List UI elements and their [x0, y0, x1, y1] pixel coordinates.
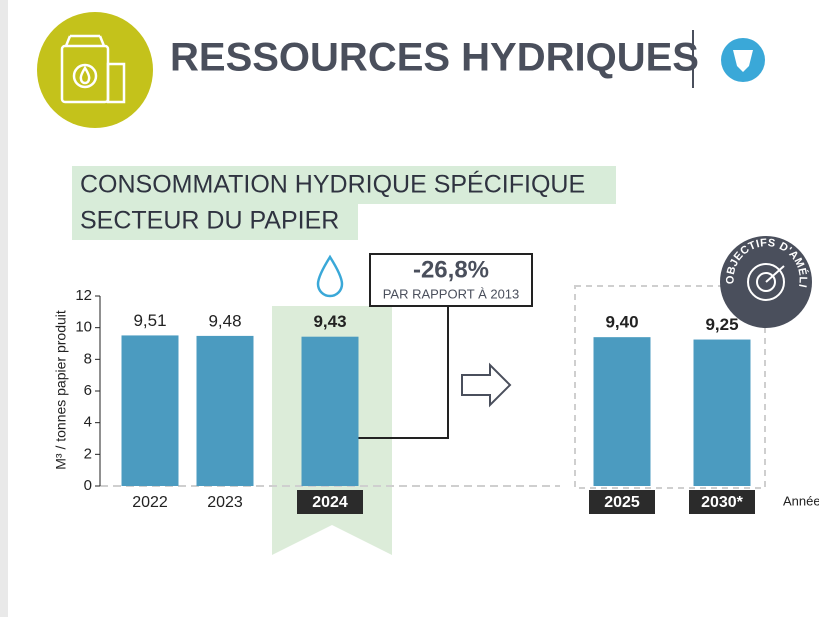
y-tick-label: 2: [84, 445, 92, 462]
x-tick-label: 2023: [207, 494, 243, 511]
subtitle: CONSOMMATION HYDRIQUE SPÉCIFIQUE: [80, 170, 585, 199]
bar: [196, 335, 254, 486]
x-axis-label: Année: [783, 493, 819, 508]
x-label-box: [689, 490, 755, 514]
annotation-value: -26,8%: [413, 256, 489, 283]
target-box: [574, 285, 766, 489]
x-tick-label: 2030*: [701, 494, 744, 511]
left-edge: [0, 0, 8, 617]
arrow: [461, 362, 512, 408]
value-label: 9,51: [133, 311, 166, 330]
bar: [301, 336, 359, 486]
y-tick-label: 8: [84, 350, 92, 367]
value-label: 9,25: [705, 315, 738, 334]
y-axis-label: M³ / tonnes papier produit: [53, 310, 69, 470]
bar: [593, 337, 651, 486]
x-tick-label: 2022: [132, 494, 168, 511]
x-label-box: [297, 490, 363, 514]
y-tick-label: 4: [84, 414, 92, 431]
subtitle-bg: [72, 166, 616, 204]
value-label: 9,48: [208, 311, 241, 330]
y-tick-label: 0: [84, 477, 92, 494]
annotation-box: [369, 253, 533, 307]
subtitle-bg: [72, 204, 358, 240]
annotation-text: PAR RAPPORT À 2013: [383, 286, 520, 301]
target-icon: [747, 263, 785, 301]
x-tick-label: 2024: [312, 494, 348, 511]
value-label: 9,43: [313, 312, 346, 331]
drop-icon: [733, 50, 753, 72]
y-tick-label: 10: [75, 319, 92, 336]
connector: [358, 306, 449, 439]
value-label: 9,40: [605, 313, 638, 332]
bar: [693, 339, 751, 486]
x-tick-label: 2025: [604, 494, 640, 511]
page-title: RESSOURCES HYDRIQUES: [170, 36, 699, 80]
y-tick-label: 6: [84, 382, 92, 399]
tank-icon: [60, 34, 126, 104]
y-tick-label: 12: [75, 287, 92, 304]
x-label-box: [589, 490, 655, 514]
bar: [121, 335, 179, 486]
drop-icon: [316, 254, 344, 298]
subtitle: SECTEUR DU PAPIER: [80, 207, 339, 235]
